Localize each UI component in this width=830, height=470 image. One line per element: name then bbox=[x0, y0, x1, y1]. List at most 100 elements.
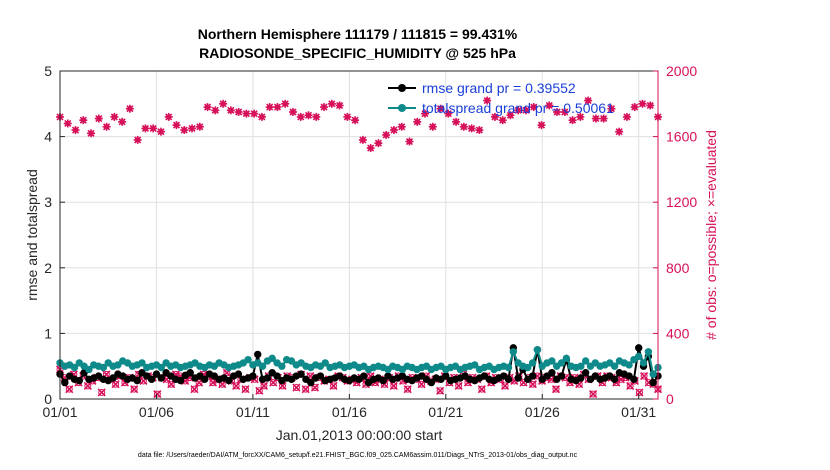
obs-evaluated-marker bbox=[477, 385, 486, 394]
obs-possible-marker bbox=[219, 99, 228, 108]
obs-possible-marker bbox=[529, 103, 538, 112]
obs-possible-marker bbox=[71, 126, 80, 135]
series-layer bbox=[56, 344, 662, 387]
obs-evaluated-marker bbox=[640, 371, 649, 381]
obs-possible-marker bbox=[428, 122, 437, 131]
obs-possible-marker bbox=[397, 122, 406, 131]
obs-possible-marker bbox=[195, 122, 204, 131]
obs-possible-marker bbox=[358, 135, 367, 144]
obs-possible-marker bbox=[382, 130, 391, 139]
series-point-spread bbox=[471, 361, 479, 369]
obs-possible-marker bbox=[234, 108, 243, 116]
obs-possible-marker bbox=[568, 116, 577, 125]
obs-evaluated-marker bbox=[97, 388, 106, 397]
series-point-rmse bbox=[109, 374, 117, 382]
obs-possible-marker bbox=[553, 108, 562, 116]
y-tick-label: 1 bbox=[44, 325, 52, 341]
series-point-rmse bbox=[630, 375, 638, 384]
obs-evaluated-marker bbox=[389, 381, 398, 390]
obs-possible-marker bbox=[335, 101, 344, 110]
y2-tick-label: 400 bbox=[666, 325, 690, 341]
obs-evaluated-marker bbox=[292, 383, 301, 392]
obs-evaluated-marker bbox=[635, 388, 644, 397]
series-point-rmse bbox=[186, 369, 194, 377]
obs-possible-marker bbox=[521, 106, 530, 115]
obs-possible-marker bbox=[615, 127, 624, 136]
series-point-rmse bbox=[557, 372, 566, 380]
series-point-rmse bbox=[61, 378, 69, 387]
series-point-spread bbox=[138, 359, 146, 367]
obs-possible-marker bbox=[622, 112, 631, 121]
series-point-spread bbox=[278, 362, 286, 370]
y2-tick-label: 0 bbox=[666, 391, 674, 407]
obs-possible-marker bbox=[242, 109, 251, 118]
obs-possible-marker bbox=[560, 108, 569, 116]
y2-axis-label: # of obs: o=possible; ×=evaluated bbox=[703, 130, 719, 340]
obs-possible-marker bbox=[180, 126, 189, 135]
series-point-rmse bbox=[379, 376, 387, 385]
obs-possible-marker bbox=[366, 144, 375, 153]
obs-possible-marker bbox=[459, 122, 468, 131]
x-tick-label: 01/01 bbox=[42, 404, 77, 420]
obs-possible-marker bbox=[591, 114, 600, 123]
series-point-rmse bbox=[133, 376, 141, 385]
obs-possible-marker bbox=[483, 96, 492, 105]
obs-possible-marker bbox=[79, 116, 88, 125]
series-point-rmse bbox=[649, 378, 657, 387]
obs-possible-marker bbox=[102, 122, 111, 131]
obs-possible-marker bbox=[265, 103, 274, 112]
obs-possible-marker bbox=[584, 96, 593, 105]
series-point-spread bbox=[244, 355, 252, 364]
obs-possible-marker bbox=[188, 124, 197, 133]
series-point-rmse bbox=[75, 376, 83, 385]
legend-label-spread: totalspread grand pr = 0.50061 bbox=[422, 100, 614, 116]
obs-possible-marker bbox=[172, 121, 181, 130]
obs-possible-marker bbox=[343, 112, 352, 121]
series-point-spread bbox=[639, 359, 648, 367]
obs-possible-marker bbox=[304, 111, 313, 120]
obs-evaluated-marker bbox=[403, 385, 412, 394]
series-point-rmse bbox=[273, 372, 281, 380]
y-tick-label: 3 bbox=[44, 194, 52, 210]
obs-evaluated-marker bbox=[65, 385, 74, 394]
legend-swatch-rmse bbox=[388, 82, 416, 94]
obs-possible-marker bbox=[94, 114, 103, 123]
series-point-rmse bbox=[316, 372, 325, 380]
series-point-rmse bbox=[147, 375, 156, 384]
series-point-rmse bbox=[225, 376, 233, 385]
obs-possible-marker bbox=[452, 117, 461, 126]
series-point-rmse bbox=[581, 369, 590, 377]
obs-possible-marker bbox=[273, 103, 282, 112]
series-point-rmse bbox=[427, 378, 436, 387]
series-point-rmse bbox=[528, 372, 537, 380]
series-point-rmse bbox=[307, 378, 315, 387]
obs-possible-marker bbox=[630, 103, 639, 112]
obs-evaluated-marker bbox=[436, 386, 445, 395]
series-point-rmse bbox=[297, 370, 305, 378]
data-file-footer: data file: /Users/raeder/DAI/ATM_forcXX/… bbox=[137, 452, 578, 459]
obs-possible-marker bbox=[211, 106, 220, 115]
obs-possible-marker bbox=[226, 106, 235, 115]
obs-possible-marker bbox=[156, 127, 165, 136]
obs-possible-marker bbox=[374, 139, 383, 148]
obs-evaluated-marker bbox=[241, 385, 250, 394]
series-point-spread bbox=[70, 363, 79, 372]
series-point-rmse bbox=[152, 370, 161, 378]
obs-evaluated-marker bbox=[454, 381, 463, 390]
obs-evaluated-marker bbox=[301, 385, 310, 394]
x-tick-label: 01/11 bbox=[236, 404, 270, 420]
obs-evaluated-marker bbox=[130, 385, 139, 394]
obs-possible-marker bbox=[87, 129, 96, 138]
obs-possible-marker bbox=[250, 109, 259, 118]
chart-title: Northern Hemisphere 111179 / 111815 = 99… bbox=[197, 26, 518, 42]
series-point-spread bbox=[268, 354, 276, 363]
series-point-spread bbox=[610, 362, 619, 370]
obs-possible-marker bbox=[436, 104, 445, 113]
legend: rmse grand pr = 0.39552 totalspread gran… bbox=[388, 78, 614, 118]
legend-item-spread: totalspread grand pr = 0.50061 bbox=[388, 98, 614, 118]
obs-evaluated-marker bbox=[329, 381, 338, 390]
series-point-spread bbox=[99, 363, 108, 372]
obs-possible-marker bbox=[646, 101, 655, 110]
series-point-rmse bbox=[504, 375, 513, 384]
x-tick-label: 01/31 bbox=[621, 404, 656, 420]
